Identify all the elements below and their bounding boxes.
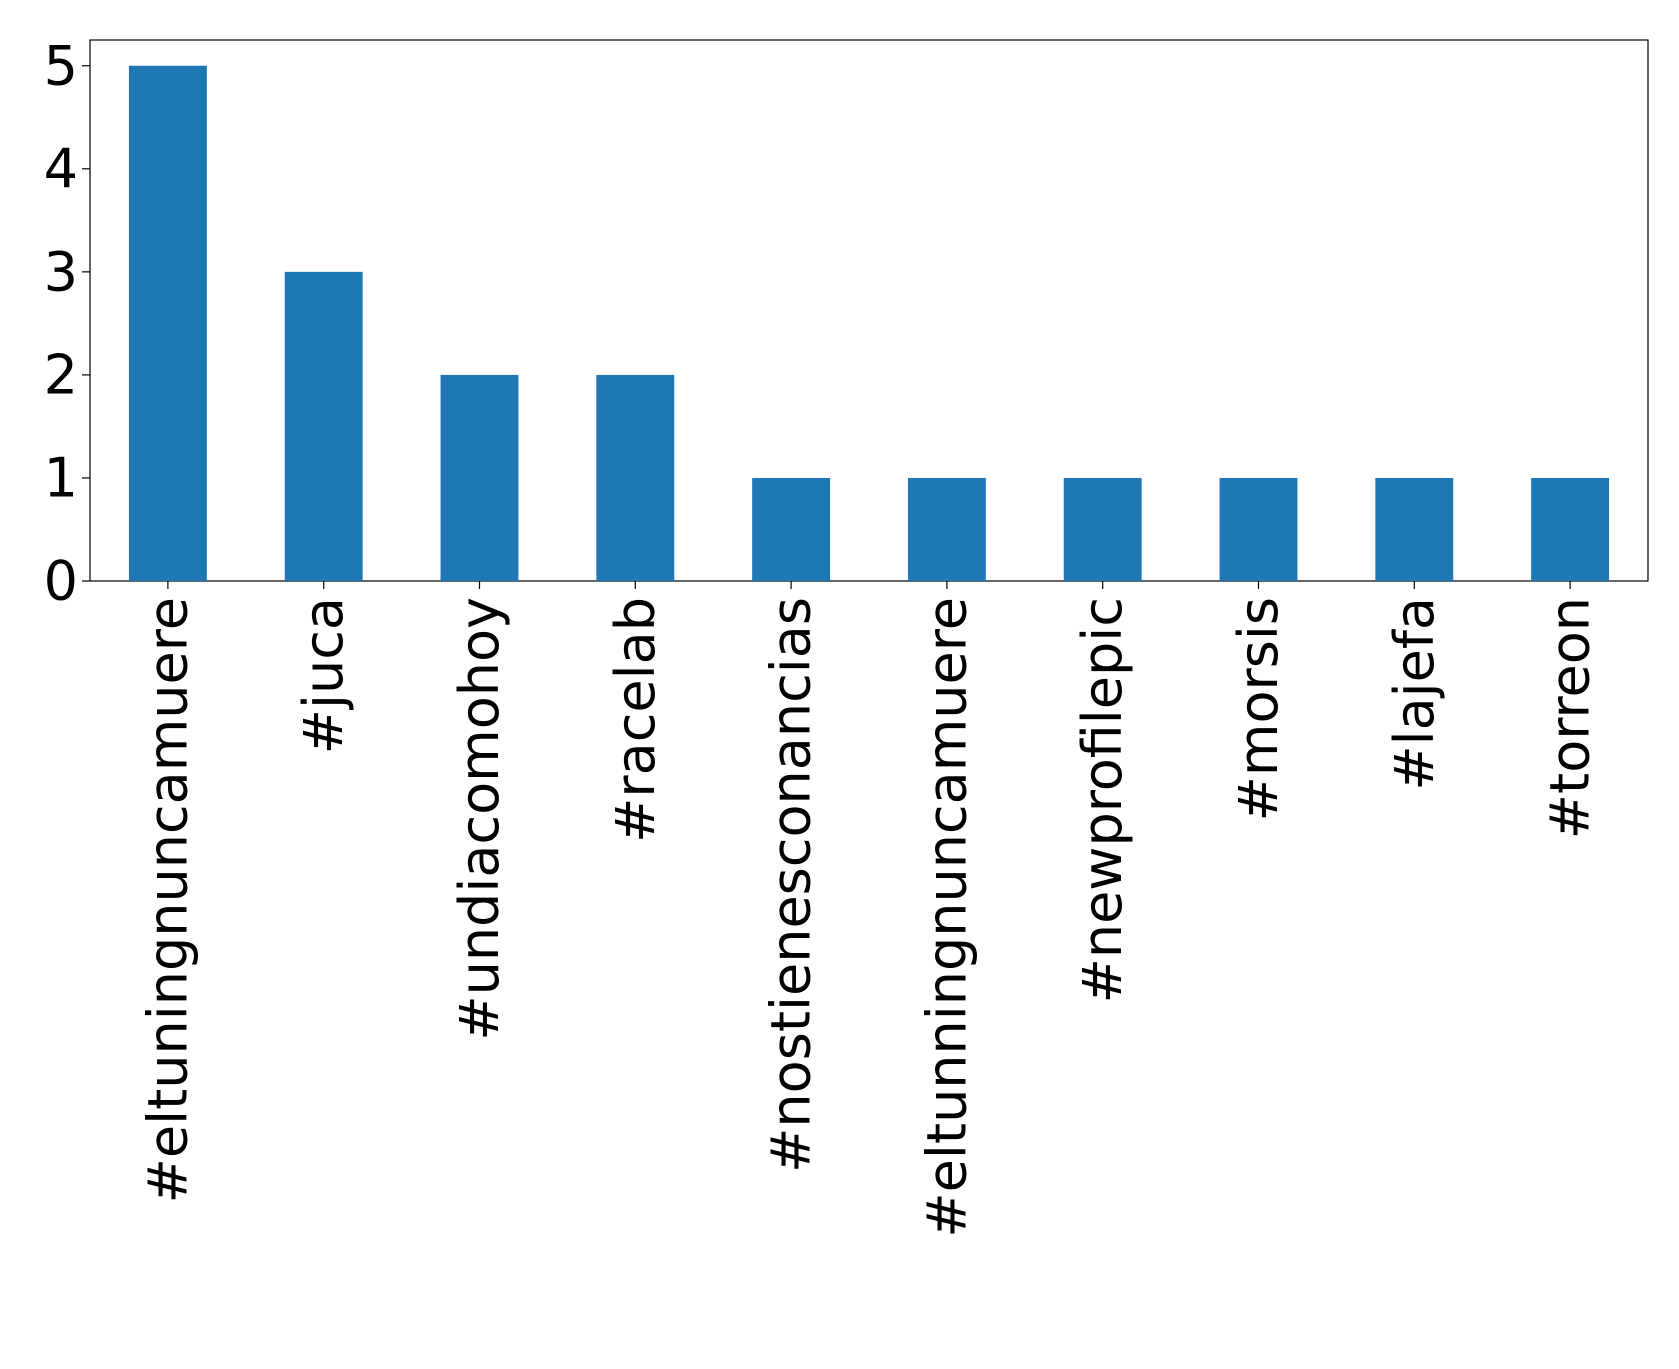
y-tick-label: 3 [44, 240, 78, 303]
bar [128, 65, 207, 581]
x-tick-label: #eltunningnuncamuere [915, 597, 978, 1238]
x-tick-label: #undiacomohoy [448, 597, 511, 1041]
bar [752, 477, 831, 581]
x-tick-label: #torreon [1539, 597, 1602, 839]
x-tick-label: #newprofilepic [1071, 597, 1134, 1003]
plot-frame [89, 39, 1649, 582]
y-tick-label: 0 [44, 550, 78, 613]
bar [1531, 477, 1610, 581]
bar [440, 374, 519, 581]
x-tick-label: #juca [292, 597, 355, 754]
bar [596, 374, 675, 581]
x-tick-label: #nostienesconancias [760, 597, 823, 1173]
bar [1219, 477, 1298, 581]
bar [907, 477, 986, 581]
x-tick-label: #eltuningnuncamuere [136, 597, 199, 1203]
y-tick-label: 1 [44, 446, 78, 509]
x-tick-label: #lajefa [1383, 597, 1446, 791]
bar [284, 271, 363, 581]
bar [1375, 477, 1454, 581]
x-tick-label: #morsis [1227, 597, 1290, 821]
y-tick-label: 2 [44, 343, 78, 406]
x-tick-label: #racelab [604, 597, 667, 843]
y-tick-label: 5 [44, 34, 78, 97]
y-tick-label: 4 [44, 137, 78, 200]
bar [1063, 477, 1142, 581]
